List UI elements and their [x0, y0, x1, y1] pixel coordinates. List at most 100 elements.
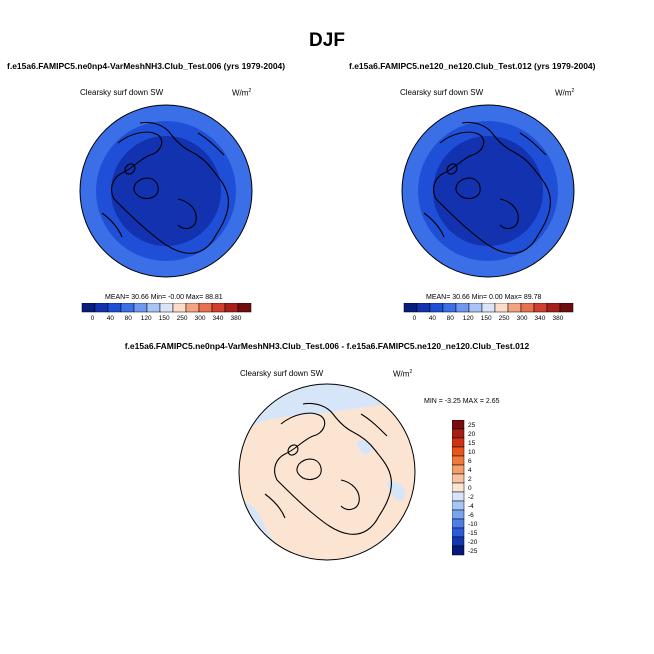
polar-map-diff — [238, 383, 416, 561]
units-diff: W/m2 — [393, 369, 413, 379]
difference-title: f.e15a6.FAMIPC5.ne0np4-VarMeshNH3.Club_T… — [124, 341, 530, 351]
colorbar-swatch — [507, 303, 522, 313]
colorbar-tick-label: 15 — [468, 440, 476, 447]
colorbar-swatch — [185, 303, 200, 313]
polar-map-2 — [401, 104, 575, 278]
colorbar-tick-label: -20 — [468, 539, 478, 546]
colorbar-tick-label: 250 — [499, 315, 510, 322]
polar-map-1 — [79, 104, 253, 278]
colorbar-swatch — [159, 303, 174, 313]
colorbar-swatch — [559, 303, 574, 313]
colorbar-swatch — [455, 303, 470, 313]
colorbar-tick-label: 10 — [468, 449, 476, 456]
colorbar-tick-label: -10 — [468, 521, 478, 528]
plot-title-1: Clearsky surf down SW — [80, 88, 164, 97]
colorbar-swatch — [452, 482, 465, 493]
colorbar-swatch — [133, 303, 148, 313]
colorbar-tick-label: 300 — [195, 315, 206, 322]
case-title-1: f.e15a6.FAMIPC5.ne0np4-VarMeshNH3.Club_T… — [7, 61, 286, 71]
stats-1: MEAN= 30.66 Min= -0.00 Max= 88.81 — [105, 294, 223, 301]
colorbar-swatch — [237, 303, 252, 313]
colorbar-tick-label: 340 — [535, 315, 546, 322]
colorbar-tick-label: 20 — [468, 431, 476, 438]
colorbar-swatch — [533, 303, 548, 313]
colorbar-swatch — [452, 518, 465, 529]
colorbar-tick-label: 0 — [468, 485, 472, 492]
units-2: W/m2 — [555, 88, 575, 98]
colorbar-tick-label: 120 — [141, 315, 152, 322]
colorbar-tick-label: 25 — [468, 422, 476, 429]
colorbar-swatches — [403, 303, 574, 313]
map-ring-inner — [111, 136, 221, 246]
colorbar-tick-label: 40 — [429, 315, 437, 322]
colorbar-tick-label: 150 — [481, 315, 492, 322]
colorbar-tick-label: -25 — [468, 548, 478, 555]
colorbar-swatch — [452, 455, 465, 466]
colorbar-tick-label: 380 — [552, 315, 563, 322]
colorbar-swatch — [494, 303, 509, 313]
colorbar-swatch — [120, 303, 135, 313]
stats-2: MEAN= 30.66 Min= 0.00 Max= 89.78 — [426, 294, 542, 301]
coastlines — [101, 121, 229, 254]
colorbar-swatch — [452, 464, 465, 475]
colorbar-tick-label: -15 — [468, 530, 478, 537]
colorbar-swatch — [452, 527, 465, 538]
units-1: W/m2 — [232, 88, 252, 98]
colorbar-swatch — [452, 545, 465, 556]
coastlines — [423, 121, 551, 254]
colorbar-tick-label: 6 — [468, 458, 472, 465]
colorbar-tick-label: 120 — [463, 315, 474, 322]
colorbar-tick-label: 250 — [177, 315, 188, 322]
colorbar-tick-label: 300 — [517, 315, 528, 322]
colorbar-tick-label: 340 — [213, 315, 224, 322]
colorbar-swatch — [416, 303, 431, 313]
colorbar-swatch — [452, 536, 465, 547]
colorbar-tick-label: 4 — [468, 467, 472, 474]
colorbar-swatch — [403, 303, 418, 313]
colorbar-labels: 0 40 80 120 150 250 300 340 380 — [413, 315, 564, 322]
colorbar-swatches — [81, 303, 252, 313]
colorbar-1: 0 40 80 120 150 250 300 340 380 — [81, 303, 252, 322]
colorbar-swatch — [452, 491, 465, 502]
colorbar-tick-label: 0 — [413, 315, 417, 322]
colorbar-swatch — [452, 437, 465, 448]
colorbar-swatch — [452, 446, 465, 457]
colorbar-swatch — [146, 303, 161, 313]
plot-title-diff: Clearsky surf down SW — [240, 369, 324, 378]
coastlines — [264, 402, 392, 535]
colorbar-tick-label: -6 — [468, 512, 474, 519]
season-title: DJF — [309, 30, 345, 51]
colorbar-swatches — [452, 420, 465, 556]
colorbar-swatch — [81, 303, 96, 313]
colorbar-tick-label: 2 — [468, 476, 472, 483]
colorbar-swatch — [546, 303, 561, 313]
colorbar-swatch — [452, 420, 465, 430]
colorbar-swatch — [520, 303, 535, 313]
colorbar-tick-label: 150 — [159, 315, 170, 322]
colorbar-swatch — [452, 428, 465, 439]
colorbar-swatch — [468, 303, 483, 313]
colorbar-tick-label: 80 — [125, 315, 133, 322]
colorbar-tick-label: 80 — [447, 315, 455, 322]
colorbar-tick-label: 380 — [230, 315, 241, 322]
colorbar-tick-label: 40 — [107, 315, 115, 322]
plot-title-2: Clearsky surf down SW — [400, 88, 484, 97]
colorbar-swatch — [452, 473, 465, 484]
colorbar-swatch — [429, 303, 444, 313]
colorbar-tick-label: -2 — [468, 494, 474, 501]
stats-diff: MIN = -3.25 MAX = 2.65 — [424, 398, 500, 405]
colorbar-swatch — [442, 303, 457, 313]
colorbar-swatch — [211, 303, 226, 313]
colorbar-swatch — [224, 303, 239, 313]
colorbar-2: 0 40 80 120 150 250 300 340 380 — [403, 303, 574, 322]
colorbar-tick-label: -4 — [468, 503, 474, 510]
colorbar-swatch — [198, 303, 213, 313]
map-ring-inner — [433, 136, 543, 246]
colorbar-swatch — [94, 303, 109, 313]
colorbar-swatch — [452, 509, 465, 520]
colorbar-labels: 0 40 80 120 150 250 300 340 380 — [91, 315, 242, 322]
colorbar-tick-label: 0 — [91, 315, 95, 322]
map-base — [239, 384, 415, 560]
